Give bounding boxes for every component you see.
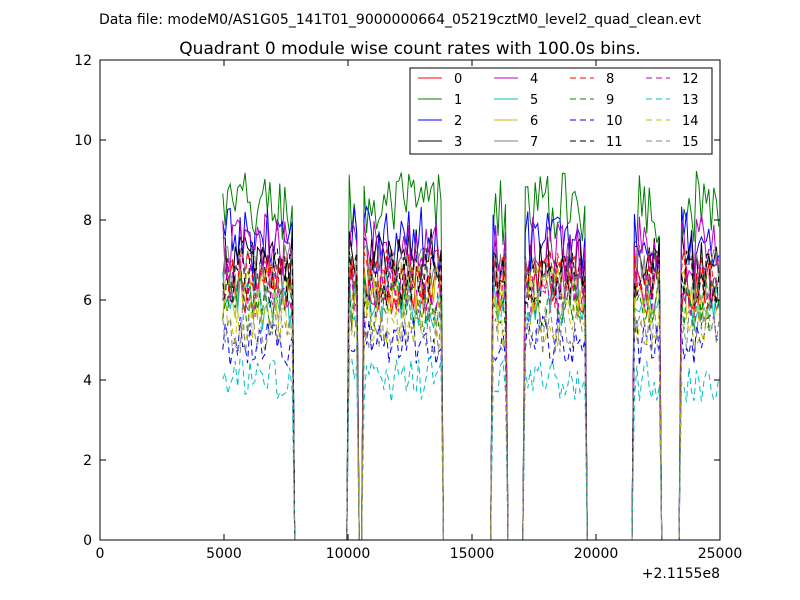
series-line-11 (222, 245, 720, 541)
x-tick-label: 25000 (698, 546, 743, 562)
y-tick-label: 10 (74, 133, 92, 149)
x-tick-label: 20000 (574, 546, 619, 562)
series-layer (222, 170, 720, 541)
x-tick-label: 15000 (450, 546, 495, 562)
chart-title: Quadrant 0 module wise count rates with … (179, 39, 640, 59)
legend-label-10: 10 (606, 114, 623, 129)
legend-frame (409, 67, 713, 155)
series-line-0 (222, 253, 720, 541)
y-tick-label: 0 (83, 533, 92, 549)
legend-label-14: 14 (682, 114, 699, 129)
series-line-9 (222, 274, 720, 541)
legend-label-7: 7 (530, 135, 538, 150)
legend-label-12: 12 (682, 72, 699, 87)
series-line-6 (222, 261, 720, 541)
y-tick-label: 6 (83, 293, 92, 309)
x-tick-label: 10000 (326, 546, 371, 562)
x-tick-label: 5000 (206, 546, 242, 562)
series-line-13 (222, 356, 720, 541)
y-tick-label: 4 (83, 373, 92, 389)
series-line-7 (222, 242, 720, 541)
legend-label-11: 11 (606, 135, 623, 150)
series-line-14 (222, 290, 720, 541)
x-offset-label: +2.1155e8 (642, 566, 720, 582)
y-tick-label: 8 (83, 213, 92, 229)
series-line-12 (222, 256, 720, 541)
x-tick-label: 0 (96, 546, 105, 562)
legend-label-6: 6 (530, 114, 538, 129)
y-tick-label: 2 (83, 453, 92, 469)
legend-label-3: 3 (454, 135, 462, 150)
series-line-15 (222, 301, 720, 541)
legend-label-2: 2 (454, 114, 462, 129)
y-tick-label: 12 (74, 53, 92, 69)
legend-label-13: 13 (682, 93, 699, 108)
series-line-8 (222, 248, 719, 541)
legend-label-4: 4 (530, 72, 538, 87)
legend-label-9: 9 (606, 93, 614, 108)
legend-label-1: 1 (454, 93, 462, 108)
legend-label-15: 15 (682, 135, 699, 150)
legend-label-8: 8 (606, 72, 614, 87)
legend-label-0: 0 (454, 72, 462, 87)
chart-suptitle: Data file: modeM0/AS1G05_141T01_90000006… (99, 12, 701, 28)
legend-label-5: 5 (530, 93, 538, 108)
series-line-1 (222, 170, 720, 541)
series-line-10 (222, 314, 720, 541)
